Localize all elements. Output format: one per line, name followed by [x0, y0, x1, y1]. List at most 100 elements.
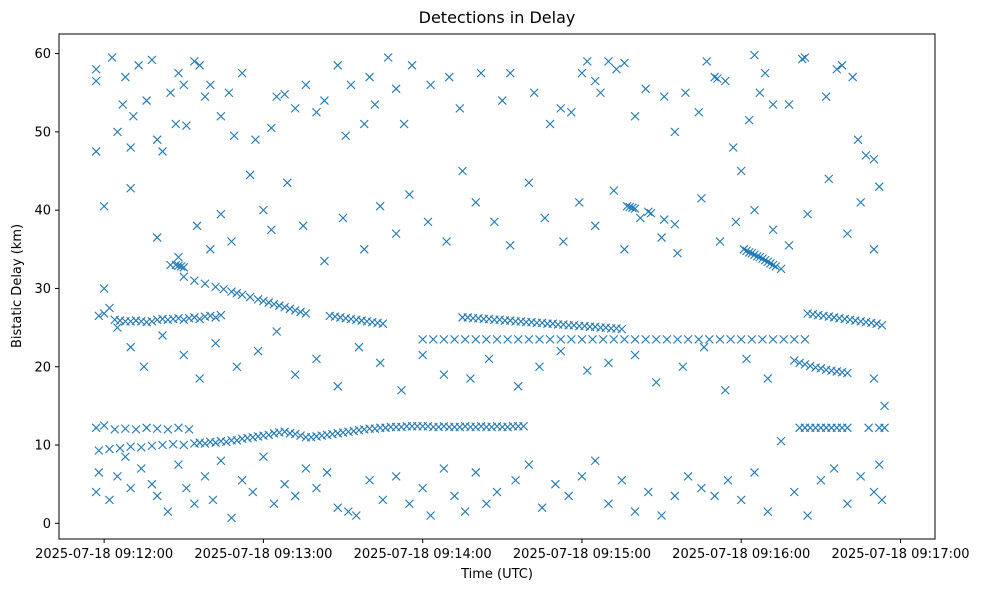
data-point	[678, 362, 688, 372]
data-point	[535, 362, 544, 372]
data-point	[880, 401, 889, 411]
y-tick-label: 50	[34, 125, 51, 140]
data-point	[274, 301, 284, 311]
data-point	[673, 334, 682, 344]
data-point	[620, 58, 629, 68]
data-point	[832, 64, 842, 74]
data-point	[272, 92, 282, 102]
data-point	[301, 309, 311, 318]
data-point	[171, 260, 181, 270]
data-point	[211, 282, 221, 292]
data-point	[505, 68, 515, 78]
data-point	[643, 487, 653, 497]
data-point	[694, 107, 704, 117]
data-point	[630, 507, 640, 516]
data-point	[211, 313, 221, 322]
data-point	[94, 311, 104, 321]
data-point	[742, 354, 751, 364]
data-point	[397, 385, 406, 395]
data-point	[880, 423, 889, 433]
data-point	[768, 100, 778, 109]
data-point	[670, 127, 680, 137]
data-point	[346, 80, 356, 90]
data-point	[874, 182, 884, 192]
data-point	[630, 350, 640, 360]
data-point	[152, 233, 162, 242]
data-point	[744, 248, 754, 257]
data-point	[843, 423, 852, 433]
data-point	[755, 252, 765, 262]
data-point	[630, 111, 640, 121]
data-point	[481, 499, 491, 509]
data-point	[556, 103, 566, 113]
data-point	[163, 507, 173, 516]
data-point	[641, 334, 651, 344]
data-point	[747, 248, 757, 258]
data-point	[612, 64, 621, 74]
data-point	[418, 334, 428, 344]
data-point	[232, 435, 242, 445]
data-point	[513, 381, 523, 391]
data-point	[147, 479, 157, 489]
data-point	[179, 315, 189, 325]
data-point	[864, 423, 874, 433]
data-point	[646, 208, 656, 218]
data-point	[577, 68, 587, 78]
data-point	[758, 254, 767, 264]
data-point	[750, 50, 759, 60]
data-point	[391, 84, 401, 94]
data-point	[333, 381, 343, 391]
data-point	[545, 334, 555, 344]
data-point	[320, 256, 329, 266]
data-point	[264, 430, 274, 440]
data-point	[877, 320, 887, 330]
data-point	[224, 88, 234, 98]
data-point	[715, 237, 725, 246]
data-point	[816, 363, 826, 373]
data-point	[789, 487, 799, 497]
data-point	[519, 421, 528, 431]
data-point	[179, 440, 189, 450]
data-point	[426, 80, 436, 90]
data-point	[771, 262, 781, 271]
data-point	[524, 178, 534, 188]
data-point	[179, 272, 189, 282]
data-point	[869, 487, 879, 497]
data-point	[322, 468, 332, 477]
data-point	[752, 251, 762, 261]
data-point	[643, 207, 653, 217]
y-tick-label: 60	[34, 47, 51, 62]
data-point	[282, 178, 292, 188]
data-point	[540, 213, 550, 223]
data-point	[126, 442, 136, 452]
data-point	[266, 225, 276, 235]
data-point	[216, 456, 226, 466]
data-point	[659, 92, 669, 102]
data-point	[174, 313, 183, 323]
data-point	[99, 421, 109, 430]
data-point	[712, 74, 722, 84]
data-point	[115, 443, 125, 453]
data-point	[200, 279, 210, 289]
data-point	[248, 487, 258, 497]
data-point	[91, 423, 101, 433]
data-point	[750, 250, 759, 260]
data-point	[805, 361, 815, 371]
data-point	[280, 302, 290, 312]
y-axis: 0 10 20 30 40 50 60	[34, 47, 59, 532]
data-point	[715, 334, 725, 344]
data-point	[280, 427, 290, 437]
data-point	[298, 221, 308, 231]
data-point	[590, 221, 600, 231]
data-point	[683, 334, 693, 344]
data-point	[710, 491, 720, 501]
data-point	[484, 354, 494, 364]
data-point	[163, 424, 173, 434]
data-point	[702, 57, 712, 66]
data-point	[200, 92, 210, 102]
data-point	[726, 334, 735, 344]
data-point	[744, 115, 754, 125]
data-point	[750, 468, 759, 477]
data-point	[630, 334, 640, 344]
data-point	[383, 53, 393, 62]
